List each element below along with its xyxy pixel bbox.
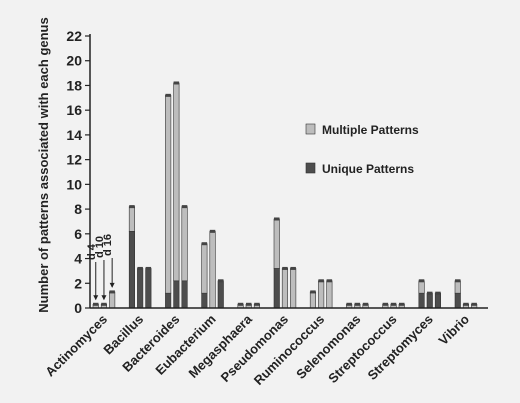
annotation-arrowhead: [109, 282, 115, 288]
bar-unique: [181, 280, 188, 309]
bar-cap: [382, 302, 389, 306]
legend-swatch: [305, 162, 316, 174]
bar-cap: [173, 81, 180, 85]
legend-label: Unique Patterns: [322, 162, 414, 176]
bar-unique: [418, 292, 425, 309]
legend-label: Multiple Patterns: [322, 123, 419, 137]
bar-cap: [390, 302, 397, 306]
bar-cap: [254, 302, 260, 306]
bar-unique: [217, 280, 224, 309]
y-tick-label: 4: [74, 251, 82, 267]
bar-cap: [237, 302, 244, 306]
bar-unique: [426, 292, 433, 309]
bar-cap: [181, 205, 188, 209]
category-label: Vibrio: [436, 311, 473, 348]
bar-cap: [427, 291, 433, 295]
annotation-label: d 4: [86, 243, 98, 260]
bar-multiple: [318, 280, 325, 309]
bars: [92, 81, 478, 309]
legend: Multiple Patterns Unique Patterns: [305, 123, 419, 176]
bar-cap: [346, 302, 352, 306]
bar-multiple: [281, 268, 289, 309]
annotation-label: d 16: [102, 234, 114, 256]
bar-unique: [273, 268, 280, 309]
bar-unique: [201, 292, 208, 309]
annotation-label: d 10: [94, 236, 106, 258]
bar-cap: [137, 266, 143, 270]
y-tick-label: 2: [74, 275, 82, 291]
bar-cap: [354, 302, 361, 306]
bar-cap: [129, 205, 135, 209]
bar-multiple: [201, 243, 208, 294]
bar-cap: [101, 302, 107, 306]
bar-cap: [290, 266, 296, 270]
bar-multiple: [181, 206, 188, 282]
bar-cap: [218, 279, 224, 283]
bar-unique: [173, 280, 180, 309]
y-tick-label: 6: [74, 226, 82, 242]
bar-multiple: [273, 218, 280, 269]
bar-cap: [455, 279, 461, 283]
y-tick-label: 14: [66, 127, 82, 143]
bar-unique: [454, 292, 461, 309]
bar-cap: [318, 279, 324, 283]
bar-cap: [209, 229, 216, 233]
bar-cap: [274, 217, 280, 221]
bar-cap: [362, 302, 369, 306]
bar-cap: [418, 279, 425, 283]
y-tick-label: 22: [66, 28, 82, 44]
y-tick-label: 18: [66, 77, 82, 93]
bar-cap: [246, 302, 252, 306]
bar-multiple: [454, 280, 461, 294]
bar-cap: [463, 302, 469, 306]
bar-cap: [109, 290, 115, 294]
category-label: Streptomyces: [364, 312, 435, 383]
y-tick-label: 10: [66, 176, 82, 192]
bar-cap: [399, 302, 405, 306]
axes: [89, 34, 488, 309]
annotation-arrowhead: [93, 295, 99, 301]
y-axis-label-group: Number of patterns associated with each …: [36, 17, 51, 312]
y-tick-label: 16: [66, 102, 82, 118]
bar-multiple: [309, 291, 317, 309]
category-label: Actinomyces: [42, 312, 110, 380]
bar-cap: [201, 242, 208, 246]
y-tick-label: 8: [74, 201, 82, 217]
bar-multiple: [165, 95, 172, 294]
bar-cap: [435, 291, 441, 295]
bar-unique: [137, 268, 144, 309]
bar-multiple: [290, 268, 297, 309]
bar-multiple: [173, 82, 180, 282]
y-axis-label: Number of patterns associated with each …: [36, 17, 51, 312]
bar-cap: [282, 266, 288, 270]
annotations: d 4d 10d 16: [86, 234, 115, 301]
bar-cap: [471, 302, 477, 306]
bar-multiple: [326, 280, 333, 309]
bar-cap: [326, 279, 333, 283]
bar-unique: [128, 231, 135, 309]
y-tick-label: 0: [74, 300, 82, 316]
y-tick-label: 20: [66, 53, 82, 69]
bar-unique: [434, 292, 442, 309]
bar-multiple: [109, 291, 116, 309]
bar-multiple: [209, 231, 216, 309]
bar-cap: [165, 93, 171, 97]
bar-unique: [165, 292, 172, 309]
bar-multiple: [418, 280, 425, 294]
bar-unique: [145, 268, 152, 309]
y-axis-ticks: 0 2 4 6 8 10 12 14 16 18 20 22: [66, 28, 90, 316]
category-labels: ActinomycesBacillusBacteroidesEubacteriu…: [42, 311, 472, 388]
bar-cap: [145, 266, 152, 270]
y-tick-label: 12: [66, 152, 82, 168]
bar-cap: [93, 302, 99, 306]
legend-swatch: [305, 123, 316, 135]
bar-multiple: [128, 206, 135, 232]
annotation-arrowhead: [101, 295, 107, 301]
bar-cap: [310, 290, 316, 294]
